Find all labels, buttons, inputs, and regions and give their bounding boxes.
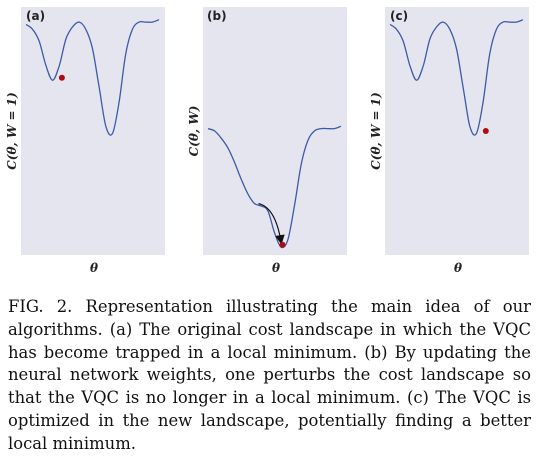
panel-a-marker (58, 74, 65, 81)
panel-b-arrow (258, 203, 285, 245)
panel-b-label: (b) (207, 9, 227, 23)
panel-c-background (385, 7, 529, 255)
panel-a-ylabel: C(θ, W = 1) (5, 92, 19, 170)
panel-b: (b) θ C(θ, W) (187, 7, 347, 275)
panel-b-xlabel: θ (272, 261, 280, 275)
panel-a-xlabel: θ (90, 261, 98, 275)
panel-c: (c) θ C(θ, W = 1) (369, 7, 529, 275)
panel-c-marker (482, 128, 489, 134)
panel-a-curve (25, 19, 160, 136)
panel-b-marker (279, 241, 286, 248)
figure-caption: FIG. 2. Representation illustrating the … (8, 296, 531, 456)
panel-a-label: (a) (26, 9, 45, 23)
panel-c-ylabel: C(θ, W = 1) (369, 92, 383, 170)
caption-label: FIG. 2. (8, 297, 73, 316)
panel-b-curve (207, 125, 342, 249)
figure-panels: (a) θ C(θ, W = 1) (b) θ C(θ, W) (c) θ C(… (5, 7, 529, 275)
panel-a-background (21, 7, 165, 255)
panel-c-xlabel: θ (454, 261, 462, 275)
panel-a: (a) θ C(θ, W = 1) (5, 7, 165, 275)
panel-b-ylabel: C(θ, W) (187, 106, 201, 157)
caption-text: Representation illustrating the main ide… (8, 297, 531, 453)
panel-b-background (203, 7, 347, 255)
panel-c-label: (c) (390, 9, 408, 23)
panel-c-curve (389, 19, 524, 136)
figure-svg: (a) θ C(θ, W = 1) (b) θ C(θ, W) (c) θ C(… (5, 7, 529, 275)
